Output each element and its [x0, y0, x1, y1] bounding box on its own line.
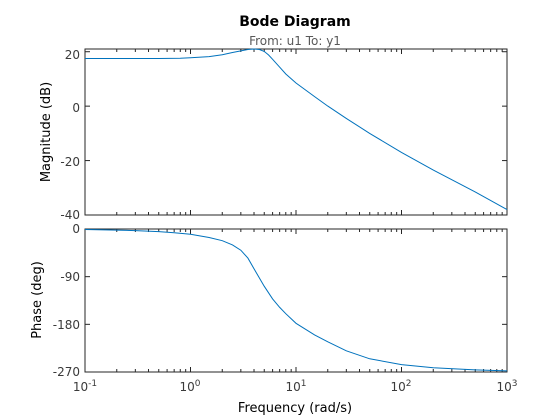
- xtick-label: 10-1: [73, 379, 97, 394]
- magnitude-ylabel: Magnitude (dB): [39, 82, 54, 182]
- magnitude-axes: 20 0 -20 -40 Magnitude (dB): [39, 48, 508, 222]
- x-axis-label: Frequency (rad/s): [238, 401, 352, 416]
- phase-ytick-label: 0: [72, 222, 80, 236]
- xtick-label: 101: [285, 379, 306, 394]
- phase-plot-box: [84, 228, 508, 373]
- chart-title: Bode Diagram: [239, 14, 351, 30]
- magnitude-ytick-label: 20: [65, 48, 80, 62]
- phase-axes: 0 -90 -180 -270 Phase (deg): [30, 222, 508, 379]
- phase-ytick-label: -270: [53, 365, 80, 379]
- magnitude-tick-marks: [84, 49, 508, 216]
- magnitude-ytick-label: 0: [72, 101, 80, 115]
- chart-subtitle: From: u1 To: y1: [249, 34, 341, 48]
- xtick-label: 100: [179, 379, 200, 394]
- xtick-label: 102: [390, 379, 411, 394]
- magnitude-ytick-label: -40: [60, 208, 80, 222]
- magnitude-series-line: [85, 48, 508, 211]
- phase-ytick-label: -90: [60, 270, 80, 284]
- magnitude-ytick-label: -20: [60, 155, 80, 169]
- x-tick-labels: 10-1 100 101 102 103: [73, 379, 518, 394]
- phase-tick-marks: [84, 228, 508, 373]
- phase-ytick-label: -180: [53, 318, 80, 332]
- xtick-label: 103: [496, 379, 517, 394]
- phase-ylabel: Phase (deg): [30, 261, 45, 339]
- magnitude-plot-box: [84, 48, 508, 216]
- phase-series-line: [84, 229, 508, 372]
